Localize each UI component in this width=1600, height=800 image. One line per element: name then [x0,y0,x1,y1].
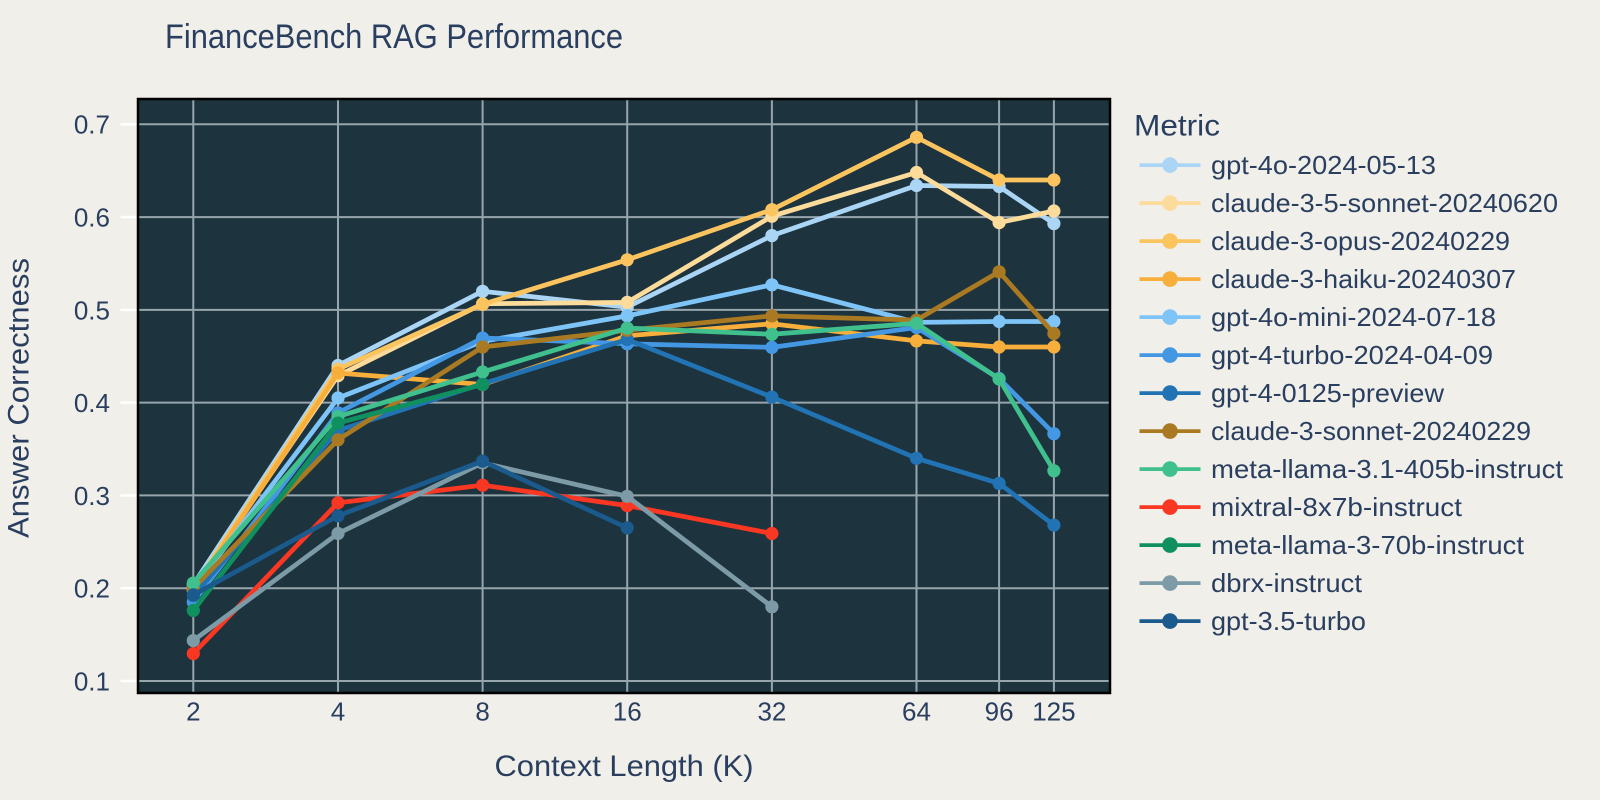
svg-text:claude-3-haiku-20240307: claude-3-haiku-20240307 [1211,264,1516,294]
svg-text:2: 2 [186,697,200,727]
svg-text:0.7: 0.7 [74,110,110,140]
svg-text:16: 16 [613,697,642,727]
svg-text:0.2: 0.2 [74,574,110,604]
svg-text:4: 4 [331,697,345,727]
svg-text:FinanceBench RAG Performance: FinanceBench RAG Performance [165,18,623,56]
svg-text:0.5: 0.5 [74,295,110,325]
svg-text:claude-3-sonnet-20240229: claude-3-sonnet-20240229 [1211,416,1531,446]
svg-text:Context Length (K): Context Length (K) [495,750,754,783]
svg-text:gpt-3.5-turbo: gpt-3.5-turbo [1211,606,1366,636]
svg-text:32: 32 [757,697,786,727]
svg-text:64: 64 [902,697,931,727]
svg-text:0.4: 0.4 [74,388,110,418]
svg-text:Metric: Metric [1134,110,1220,143]
svg-text:meta-llama-3.1-405b-instruct: meta-llama-3.1-405b-instruct [1211,454,1564,484]
svg-text:meta-llama-3-70b-instruct: meta-llama-3-70b-instruct [1211,530,1525,560]
svg-text:96: 96 [985,697,1014,727]
svg-text:mixtral-8x7b-instruct: mixtral-8x7b-instruct [1211,492,1463,522]
svg-text:gpt-4-turbo-2024-04-09: gpt-4-turbo-2024-04-09 [1211,340,1493,370]
svg-text:claude-3-opus-20240229: claude-3-opus-20240229 [1211,226,1510,256]
svg-text:8: 8 [475,697,489,727]
svg-text:gpt-4o-2024-05-13: gpt-4o-2024-05-13 [1211,150,1436,180]
svg-text:gpt-4o-mini-2024-07-18: gpt-4o-mini-2024-07-18 [1211,302,1496,332]
svg-text:0.3: 0.3 [74,481,110,511]
svg-text:0.6: 0.6 [74,203,110,233]
svg-text:dbrx-instruct: dbrx-instruct [1211,568,1363,598]
svg-text:claude-3-5-sonnet-20240620: claude-3-5-sonnet-20240620 [1211,188,1558,218]
svg-text:gpt-4-0125-preview: gpt-4-0125-preview [1211,378,1444,408]
svg-text:0.1: 0.1 [74,666,110,696]
svg-text:Answer Correctness: Answer Correctness [3,258,36,538]
svg-text:125: 125 [1032,697,1075,727]
